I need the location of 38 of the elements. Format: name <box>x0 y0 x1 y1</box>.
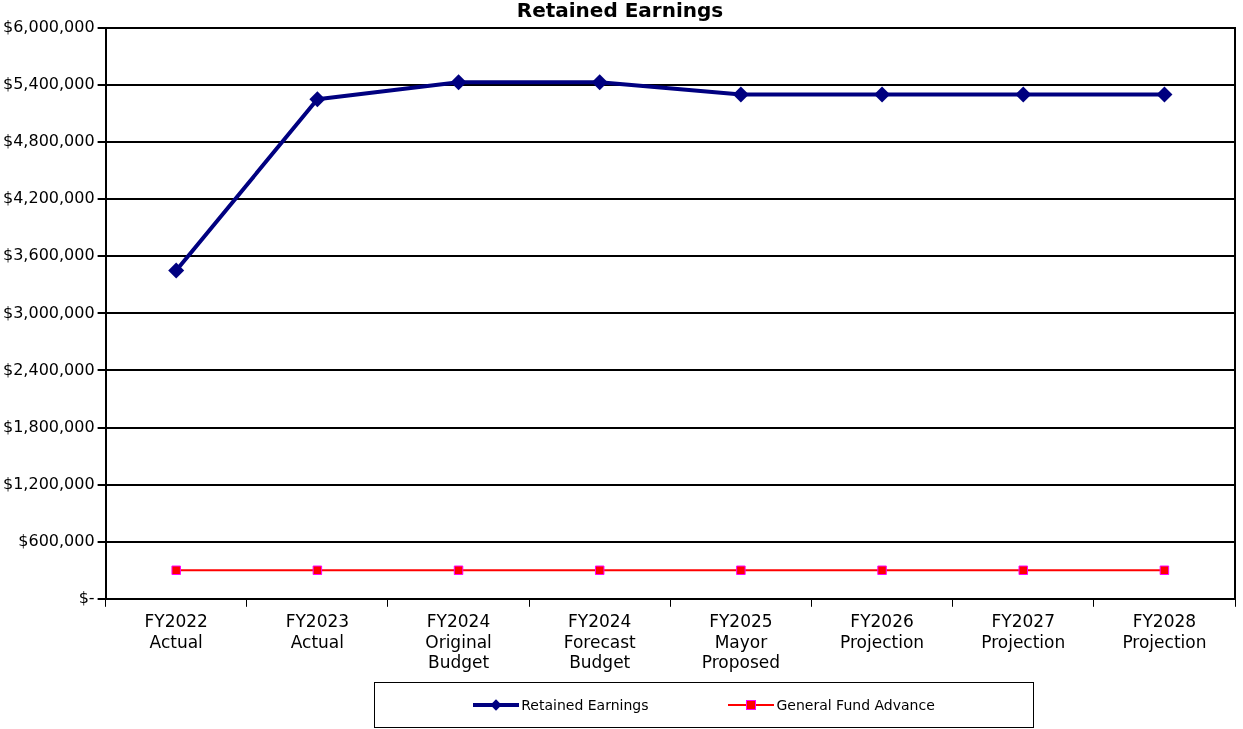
point <box>453 565 464 575</box>
point <box>1018 565 1028 575</box>
y-tick-label: $4,800,000 <box>3 131 95 151</box>
x-tick-label: FY2024 Forecast Budget <box>563 611 637 673</box>
x-tick-label: FY2022 Actual <box>144 611 208 652</box>
point <box>736 565 746 575</box>
y-tick-label: $1,800,000 <box>3 416 95 436</box>
chart-title: Retained Earnings <box>516 0 724 23</box>
point <box>732 86 749 103</box>
point <box>877 565 887 575</box>
x-tick-label: FY2023 Actual <box>285 611 350 652</box>
point <box>309 91 326 108</box>
y-tick-label: $5,400,000 <box>3 74 95 94</box>
y-tick-label: $1,200,000 <box>3 473 95 493</box>
y-tick-label: $2,400,000 <box>3 359 95 379</box>
point <box>312 565 323 575</box>
point <box>594 565 605 575</box>
x-tick-label: FY2024 Original Budget <box>425 611 492 673</box>
y-tick-label: $3,000,000 <box>3 302 95 322</box>
point <box>591 74 608 91</box>
point <box>450 74 467 91</box>
y-tick-label: $4,200,000 <box>3 188 95 208</box>
point <box>168 262 185 279</box>
x-tick-label: FY2028 Projection <box>1122 611 1207 652</box>
x-tick-label: FY2025 Mayor Proposed <box>701 611 781 673</box>
legend-label: Retained Earnings <box>521 697 649 713</box>
y-tick-label: $3,600,000 <box>3 245 95 265</box>
y-tick-label: $- <box>78 587 95 607</box>
x-tick-label: FY2027 Projection <box>981 611 1066 652</box>
legend-label: General Fund Advance <box>776 697 935 713</box>
x-tick-label: FY2026 Projection <box>840 611 925 652</box>
point <box>1015 86 1032 103</box>
y-tick-label: $6,000,000 <box>3 17 95 37</box>
point <box>874 86 891 103</box>
y-tick-label: $600,000 <box>18 530 95 550</box>
point <box>1156 86 1173 103</box>
point <box>1159 565 1170 575</box>
point <box>171 565 181 575</box>
